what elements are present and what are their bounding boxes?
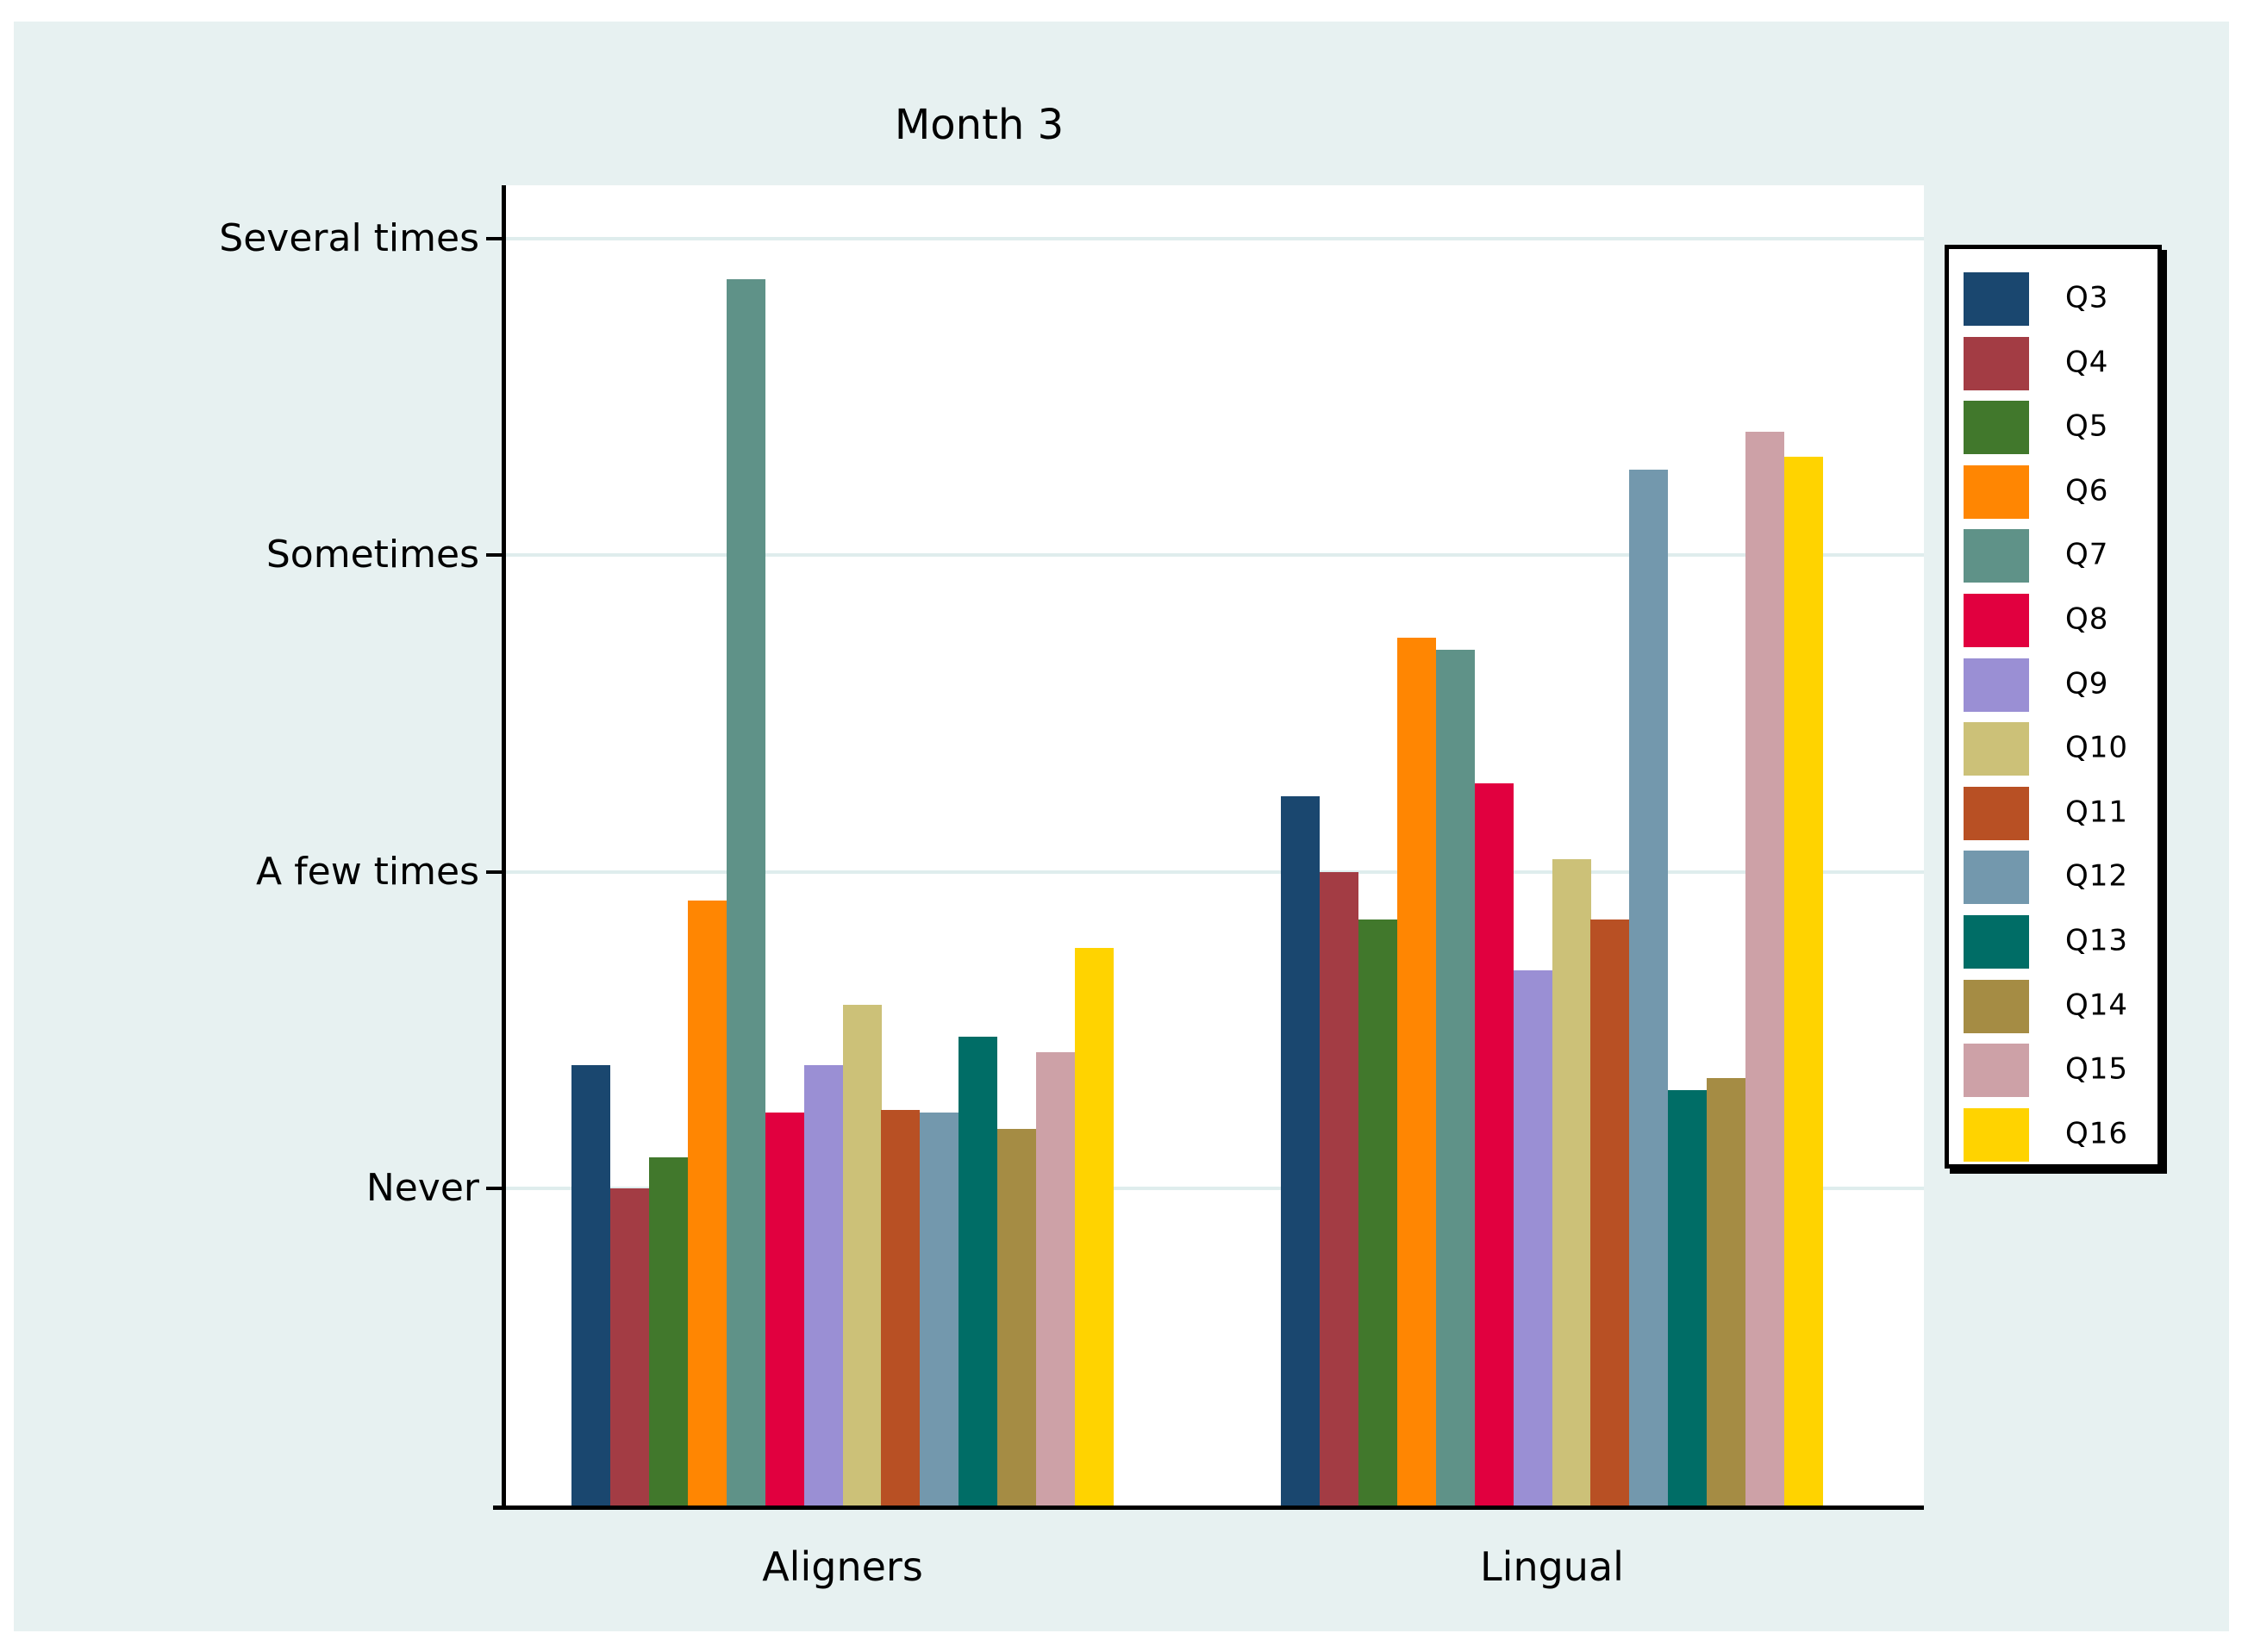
x-category-label-lingual: Lingual (1480, 1543, 1624, 1590)
y-axis-tick (486, 553, 502, 558)
legend-entry[interactable]: Q15 (1949, 1044, 2157, 1098)
gridline (506, 1187, 1924, 1191)
legend-label-q8: Q8 (2065, 602, 2109, 637)
legend-label-q12: Q12 (2065, 858, 2129, 894)
bar-aligners-q12[interactable] (920, 1113, 959, 1506)
bar-aligners-q13[interactable] (959, 1036, 997, 1506)
bar-aligners-q15[interactable] (1036, 1052, 1075, 1506)
bar-lingual-q4[interactable] (1320, 871, 1358, 1506)
bar-aligners-q16[interactable] (1075, 948, 1114, 1506)
bar-lingual-q11[interactable] (1590, 919, 1629, 1506)
legend-entry[interactable]: Q8 (1949, 594, 2157, 647)
legend-entry[interactable]: Q3 (1949, 272, 2157, 326)
legend-label-q11: Q11 (2065, 795, 2129, 830)
bar-lingual-q9[interactable] (1514, 969, 1552, 1506)
legend-entry[interactable]: Q13 (1949, 915, 2157, 969)
bar-lingual-q14[interactable] (1707, 1077, 1745, 1506)
bar-lingual-q5[interactable] (1358, 919, 1397, 1506)
y-axis-tick (486, 236, 502, 240)
legend-entry[interactable]: Q10 (1949, 722, 2157, 776)
gridline (506, 553, 1924, 558)
chart-panel: Month 3 Never A few times Sometimes Several… (14, 22, 2229, 1631)
bar-aligners-q8[interactable] (765, 1113, 804, 1506)
x-category-label-aligners: Aligners (762, 1543, 923, 1590)
bar-lingual-q13[interactable] (1668, 1090, 1707, 1506)
bar-aligners-q14[interactable] (997, 1128, 1036, 1506)
bar-aligners-q10[interactable] (843, 1005, 882, 1506)
legend-swatch-q10 (1964, 722, 2029, 776)
legend-label-q7: Q7 (2065, 537, 2109, 572)
legend-label-q3: Q3 (2065, 280, 2109, 315)
legend-label-q14: Q14 (2065, 987, 2129, 1022)
y-axis-tick (486, 870, 502, 874)
gridline (506, 870, 1924, 874)
x-axis-line (493, 1506, 1924, 1510)
bar-aligners-q4[interactable] (610, 1188, 649, 1506)
y-tick-label: A few times (256, 849, 479, 894)
bar-lingual-q3[interactable] (1281, 795, 1320, 1506)
gridline (506, 236, 1924, 240)
legend-entry[interactable]: Q9 (1949, 658, 2157, 712)
bar-lingual-q15[interactable] (1745, 431, 1784, 1506)
legend-label-q9: Q9 (2065, 665, 2109, 701)
legend-entry[interactable]: Q7 (1949, 529, 2157, 583)
y-axis-line (502, 185, 506, 1510)
legend-entry[interactable]: Q6 (1949, 464, 2157, 519)
legend-swatch-q13 (1964, 915, 2029, 969)
bar-aligners-q3[interactable] (571, 1065, 610, 1506)
legend-label-q10: Q10 (2065, 730, 2129, 765)
legend-entry[interactable]: Q16 (1949, 1107, 2157, 1162)
legend-swatch-q7 (1964, 529, 2029, 583)
y-axis-tick (486, 1187, 502, 1191)
bar-aligners-q6[interactable] (688, 900, 727, 1506)
bar-aligners-q7[interactable] (727, 279, 765, 1506)
legend-entry[interactable]: Q5 (1949, 401, 2157, 455)
legend-label-q6: Q6 (2065, 473, 2109, 508)
legend-entry[interactable]: Q12 (1949, 851, 2157, 905)
legend-entry[interactable]: Q14 (1949, 979, 2157, 1033)
bar-aligners-q5[interactable] (649, 1156, 688, 1506)
legend-swatch-q16 (1964, 1107, 2029, 1162)
bar-lingual-q12[interactable] (1629, 469, 1668, 1506)
legend-label-q16: Q16 (2065, 1116, 2129, 1151)
legend-swatch-q3 (1964, 272, 2029, 326)
chart-title: Month 3 (894, 101, 1065, 149)
legend-entry[interactable]: Q11 (1949, 786, 2157, 840)
legend-swatch-q12 (1964, 851, 2029, 905)
bar-lingual-q6[interactable] (1397, 637, 1436, 1506)
bar-lingual-q7[interactable] (1436, 650, 1475, 1506)
legend-swatch-q14 (1964, 979, 2029, 1033)
y-tick-label: Never (365, 1166, 479, 1211)
bar-aligners-q9[interactable] (804, 1065, 843, 1506)
bar-aligners-q11[interactable] (881, 1109, 920, 1506)
legend-swatch-q8 (1964, 594, 2029, 647)
legend-swatch-q11 (1964, 786, 2029, 840)
legend-swatch-q4 (1964, 336, 2029, 390)
bar-lingual-q8[interactable] (1475, 782, 1514, 1506)
y-tick-label: Sometimes (265, 533, 479, 577)
legend-swatch-q6 (1964, 464, 2029, 519)
legend-swatch-q5 (1964, 401, 2029, 455)
legend-entry[interactable]: Q4 (1949, 336, 2157, 390)
legend-label-q13: Q13 (2065, 923, 2129, 958)
legend-label-q4: Q4 (2065, 344, 2109, 379)
y-tick-label: Several times (219, 215, 479, 260)
legend: Q3 Q4 Q5 Q6 Q7 Q8 Q9 Q10 Q11 Q12 Q13 Q14 Q15 Q16 (1945, 245, 2162, 1169)
legend-label-q5: Q5 (2065, 408, 2109, 444)
bar-lingual-q16[interactable] (1784, 457, 1823, 1506)
legend-label-q15: Q15 (2065, 1051, 2129, 1087)
legend-swatch-q9 (1964, 658, 2029, 712)
legend-swatch-q15 (1964, 1044, 2029, 1098)
bar-lingual-q10[interactable] (1552, 859, 1591, 1506)
